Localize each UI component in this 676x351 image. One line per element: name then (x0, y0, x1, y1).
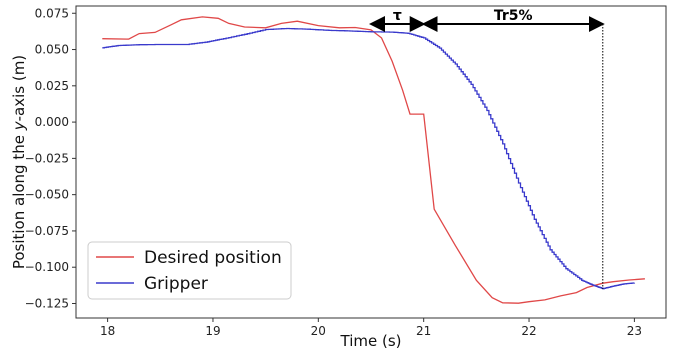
y-tick-label: −0.100 (25, 260, 69, 274)
legend-label: Desired position (144, 248, 282, 268)
x-tick-label: 21 (416, 324, 431, 338)
x-tick-label: 20 (311, 324, 326, 338)
x-tick-label: 23 (627, 324, 642, 338)
tick-layer: 18 19 20 21 22 23 −0.125 −0.100 −0.075 −0.050 −0.0… (25, 6, 642, 338)
y-tick-label: −0.050 (25, 188, 69, 202)
y-tick-label: 0.025 (35, 79, 69, 93)
y-tick-label: −0.075 (25, 224, 69, 238)
legend: Desired position Gripper (87, 241, 292, 300)
annotation-layer: τ Tr5% (369, 8, 605, 289)
series-layer (102, 16, 645, 304)
x-tick-label: 22 (521, 324, 536, 338)
y-axis-title-pre: Position along the (10, 130, 28, 269)
y-tick-label: 0.050 (35, 43, 69, 57)
y-tick-label: 0.075 (35, 6, 69, 20)
y-axis-title-italic: y (10, 120, 28, 131)
y-tick-label: −0.125 (25, 296, 69, 310)
series-line-desired-position (102, 16, 645, 304)
x-tick-label: 19 (205, 324, 220, 338)
tr5-label: Tr5% (494, 8, 533, 24)
x-tick-label: 18 (100, 324, 115, 338)
tau-label: τ (393, 8, 402, 24)
series-line-gripper (102, 27, 636, 290)
y-axis-title-post: -axis (m) (10, 55, 28, 122)
y-tick-label: 0.000 (35, 115, 69, 129)
legend-box (87, 241, 292, 300)
y-tick-label: −0.025 (25, 151, 69, 165)
y-axis-title: Position along the y-axis (m) (10, 55, 28, 269)
legend-label: Gripper (144, 274, 208, 294)
x-axis-title: Time (s) (340, 332, 402, 350)
